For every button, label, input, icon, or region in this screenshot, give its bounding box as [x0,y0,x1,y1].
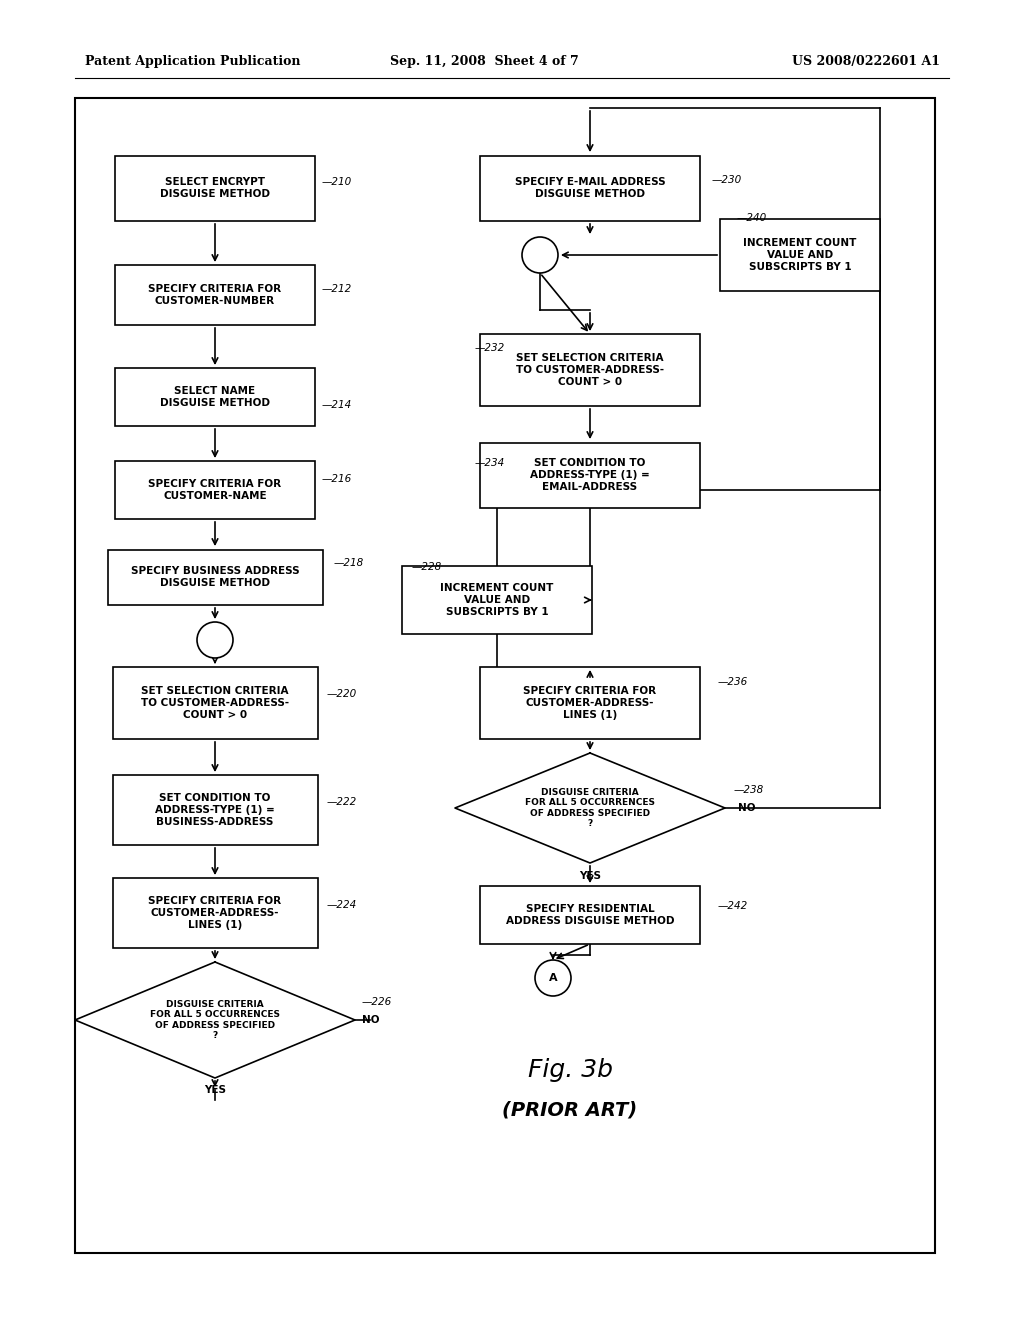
Bar [480,886,700,944]
Text: Sep. 11, 2008  Sheet 4 of 7: Sep. 11, 2008 Sheet 4 of 7 [390,55,579,69]
Bar [113,775,317,845]
Text: —232: —232 [475,343,505,352]
Text: SPECIFY CRITERIA FOR
CUSTOMER-NAME: SPECIFY CRITERIA FOR CUSTOMER-NAME [148,479,282,500]
Bar [115,461,315,519]
Text: (PRIOR ART): (PRIOR ART) [503,1101,638,1119]
Bar [108,549,323,605]
Text: NO: NO [738,803,756,813]
Text: —218: —218 [334,558,365,568]
Text: YES: YES [579,871,601,880]
Text: SPECIFY RESIDENTIAL
ADDRESS DISGUISE METHOD: SPECIFY RESIDENTIAL ADDRESS DISGUISE MET… [506,904,674,925]
Text: NO: NO [362,1015,380,1026]
Bar [480,667,700,739]
Text: —222: —222 [327,797,357,807]
Circle shape [197,622,233,657]
Text: SELECT ENCRYPT
DISGUISE METHOD: SELECT ENCRYPT DISGUISE METHOD [160,177,270,199]
Bar [480,442,700,507]
Bar [113,878,317,948]
Text: YES: YES [204,1085,226,1096]
Text: INCREMENT COUNT
VALUE AND
SUBSCRIPTS BY 1: INCREMENT COUNT VALUE AND SUBSCRIPTS BY … [743,239,857,272]
Text: —238: —238 [734,785,764,795]
Text: SET CONDITION TO
ADDRESS-TYPE (1) =
BUSINESS-ADDRESS: SET CONDITION TO ADDRESS-TYPE (1) = BUSI… [155,793,274,826]
Text: SPECIFY CRITERIA FOR
CUSTOMER-ADDRESS-
LINES (1): SPECIFY CRITERIA FOR CUSTOMER-ADDRESS- L… [148,896,282,929]
Text: SPECIFY BUSINESS ADDRESS
DISGUISE METHOD: SPECIFY BUSINESS ADDRESS DISGUISE METHOD [131,566,299,587]
Bar [113,667,317,739]
Text: Fig. 3b: Fig. 3b [527,1059,612,1082]
Text: US 2008/0222601 A1: US 2008/0222601 A1 [792,55,940,69]
Text: —230: —230 [712,176,742,185]
Bar [480,156,700,220]
Circle shape [522,238,558,273]
Bar [720,219,880,290]
Text: —242: —242 [718,902,749,911]
Text: INCREMENT COUNT
VALUE AND
SUBSCRIPTS BY 1: INCREMENT COUNT VALUE AND SUBSCRIPTS BY … [440,583,554,616]
Text: A: A [549,973,557,983]
Text: —236: —236 [718,677,749,686]
Text: SET CONDITION TO
ADDRESS-TYPE (1) =
EMAIL-ADDRESS: SET CONDITION TO ADDRESS-TYPE (1) = EMAI… [530,458,650,491]
Text: SET SELECTION CRITERIA
TO CUSTOMER-ADDRESS-
COUNT > 0: SET SELECTION CRITERIA TO CUSTOMER-ADDRE… [516,354,664,387]
Text: SPECIFY E-MAIL ADDRESS
DISGUISE METHOD: SPECIFY E-MAIL ADDRESS DISGUISE METHOD [515,177,666,199]
Polygon shape [75,962,355,1078]
Text: —214: —214 [322,400,352,411]
Text: —234: —234 [475,458,505,469]
Text: —226: —226 [362,997,392,1007]
Bar [480,334,700,407]
Text: —224: —224 [327,900,357,909]
Bar [115,156,315,220]
Text: —216: —216 [322,474,352,484]
Text: SELECT NAME
DISGUISE METHOD: SELECT NAME DISGUISE METHOD [160,387,270,408]
Bar [115,368,315,426]
Text: —228: —228 [412,562,442,572]
Bar [402,566,592,634]
Text: —240: —240 [737,213,767,223]
Text: DISGUISE CRITERIA
FOR ALL 5 OCCURRENCES
OF ADDRESS SPECIFIED
?: DISGUISE CRITERIA FOR ALL 5 OCCURRENCES … [525,788,655,828]
Polygon shape [455,752,725,863]
Text: —212: —212 [322,284,352,294]
Text: —210: —210 [322,177,352,187]
Text: Patent Application Publication: Patent Application Publication [85,55,300,69]
Text: —220: —220 [327,689,357,700]
Text: SPECIFY CRITERIA FOR
CUSTOMER-NUMBER: SPECIFY CRITERIA FOR CUSTOMER-NUMBER [148,284,282,306]
Text: DISGUISE CRITERIA
FOR ALL 5 OCCURRENCES
OF ADDRESS SPECIFIED
?: DISGUISE CRITERIA FOR ALL 5 OCCURRENCES … [150,1001,280,1040]
Text: SPECIFY CRITERIA FOR
CUSTOMER-ADDRESS-
LINES (1): SPECIFY CRITERIA FOR CUSTOMER-ADDRESS- L… [523,686,656,719]
Bar [75,98,935,1253]
Text: SET SELECTION CRITERIA
TO CUSTOMER-ADDRESS-
COUNT > 0: SET SELECTION CRITERIA TO CUSTOMER-ADDRE… [141,686,289,719]
Bar [115,265,315,325]
Circle shape [535,960,571,997]
